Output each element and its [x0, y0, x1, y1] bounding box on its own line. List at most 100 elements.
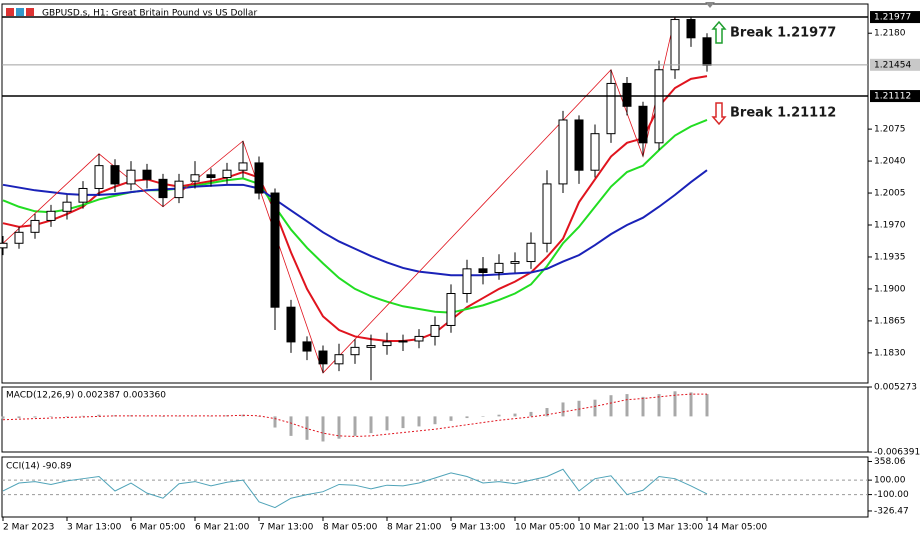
y-tick-label: 0.005273	[874, 383, 917, 393]
macd-bar	[1, 416, 5, 419]
candle-body	[46, 210, 56, 221]
candle-body	[558, 119, 568, 185]
macd-bar	[97, 414, 101, 417]
candle-body	[254, 162, 264, 194]
y-tick-label: 1.1865	[874, 316, 906, 326]
macd-bar	[513, 413, 517, 417]
icon	[6, 8, 14, 16]
macd-bar	[161, 416, 165, 417]
candle-body	[350, 346, 360, 356]
x-tick-label: 6 Mar 05:00	[131, 523, 186, 533]
candle-body	[654, 69, 664, 144]
candle-body	[398, 340, 408, 343]
candle-body	[30, 219, 40, 233]
candle-body	[526, 242, 536, 263]
candle-body	[78, 187, 88, 203]
candle-body	[638, 105, 648, 144]
x-tick-label: 13 Mar 13:00	[643, 523, 703, 533]
y-tick-label: 1.2040	[874, 157, 906, 167]
x-tick-label: 10 Mar 21:00	[579, 523, 639, 533]
icon	[16, 8, 24, 16]
level-label: 1.21454	[874, 60, 911, 70]
macd-bar	[449, 416, 453, 421]
x-tick-label: 8 Mar 21:00	[387, 523, 442, 533]
cci-line	[2, 468, 708, 509]
level-label: 1.21112	[874, 92, 911, 102]
candle-body	[622, 82, 632, 107]
candle-body	[158, 178, 168, 199]
y-tick-label: 1.1900	[874, 284, 906, 294]
macd-bar	[273, 416, 277, 428]
candle-body	[142, 169, 152, 180]
icon	[26, 8, 34, 16]
candle-body	[702, 37, 712, 66]
candle-body	[494, 262, 504, 273]
candle-body	[334, 354, 344, 365]
candle-body	[478, 268, 488, 273]
cci-panel	[1, 456, 869, 518]
macd-bar	[369, 416, 373, 434]
y-tick-label: 358.06	[874, 457, 906, 467]
y-tick-label: -100.00	[874, 490, 909, 500]
annotation: Break 1.21977	[730, 26, 836, 41]
candle-body	[94, 165, 104, 189]
x-tick-label: 14 Mar 05:00	[707, 523, 767, 533]
candle-body	[510, 261, 520, 264]
level-label-box	[870, 90, 920, 103]
candle-body	[110, 165, 120, 185]
level-label-box	[870, 11, 920, 24]
candle-body	[126, 169, 136, 185]
candle-body	[686, 19, 696, 39]
macd-bar	[577, 400, 581, 417]
candle-body	[590, 133, 600, 171]
macd-bar	[49, 416, 53, 417]
macd-title: MACD(12,26,9) 0.002387 0.003360	[6, 391, 166, 401]
x-tick-label: 3 Mar 13:00	[67, 523, 122, 533]
candle-body	[574, 119, 584, 171]
x-tick-label: 7 Mar 13:00	[259, 523, 314, 533]
y-tick-label: 100.00	[874, 476, 906, 486]
annotation-arrow	[711, 20, 727, 44]
macd-bar	[497, 414, 501, 417]
x-tick-label: 6 Mar 21:00	[195, 523, 250, 533]
macd-bar	[673, 391, 677, 417]
candle-body	[382, 341, 392, 347]
macd-bar	[593, 399, 597, 417]
candle-body	[462, 268, 472, 295]
macd-bar	[481, 416, 485, 417]
macd-signal	[2, 393, 707, 437]
macd-bar	[321, 416, 325, 442]
macd-bar	[385, 416, 389, 431]
candle-body	[222, 169, 232, 179]
candle-body	[286, 306, 296, 343]
y-tick-label: 1.2075	[874, 125, 906, 135]
macd-bar	[641, 396, 645, 417]
candle-body	[670, 19, 680, 71]
candle-body	[270, 192, 280, 308]
candle-body	[430, 324, 440, 337]
macd-bar	[33, 416, 37, 418]
annotation: Break 1.21112	[730, 106, 836, 121]
macd-bar	[289, 416, 293, 436]
candle-body	[542, 183, 552, 244]
macd-bar	[545, 408, 549, 417]
candle-body	[238, 162, 248, 171]
chart-title: GBPUSD.s, H1: Great Britain Pound vs US …	[42, 9, 257, 19]
macd-bar	[529, 411, 533, 417]
annotation-arrow	[711, 102, 727, 126]
macd-bar	[353, 416, 357, 436]
macd-bar	[257, 416, 261, 417]
macd-bar	[417, 416, 421, 427]
candle-body	[414, 335, 424, 342]
x-tick-label: 2 Mar 2023	[3, 523, 54, 533]
macd-bar	[81, 415, 85, 417]
macd-bar	[465, 416, 469, 419]
candle-body	[206, 174, 216, 179]
y-tick-label: 1.2005	[874, 189, 906, 199]
macd-bar	[609, 395, 613, 417]
candle-body	[0, 242, 8, 249]
y-tick-label: 1.1830	[874, 348, 906, 358]
macd-bar	[689, 392, 693, 417]
y-tick-label: -326.47	[874, 506, 909, 516]
